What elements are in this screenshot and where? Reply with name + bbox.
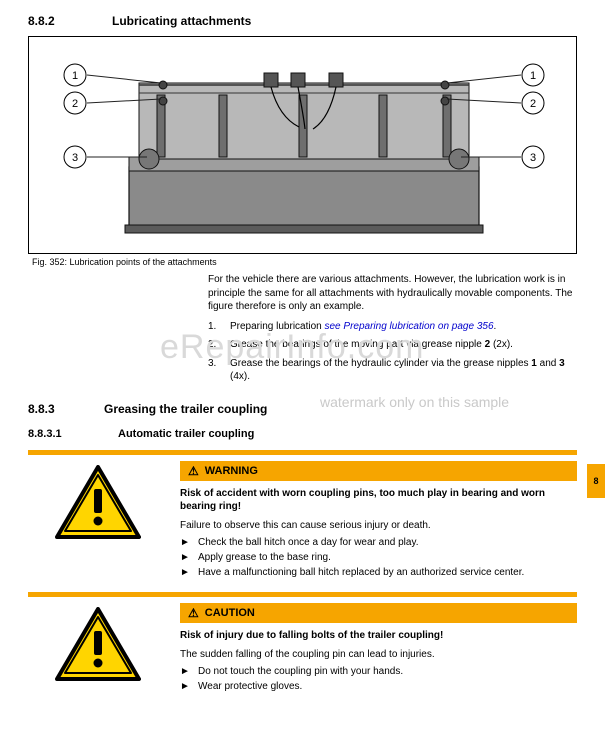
callout-right-1: 1 — [530, 70, 536, 82]
step-num: 2. — [208, 338, 220, 352]
attachment-illustration: 1 2 3 1 2 3 — [29, 37, 577, 254]
caution-block: ⚠ CAUTION Risk of injury due to falling … — [28, 592, 577, 696]
callout-left-3: 3 — [72, 152, 78, 164]
warning-block: ⚠ WARNING Risk of accident with worn cou… — [28, 450, 577, 583]
step-3: 3. Grease the bearings of the hydraulic … — [208, 357, 577, 384]
warning-label: WARNING — [205, 465, 258, 477]
section-heading-883: 8.8.3 Greasing the trailer coupling — [28, 402, 577, 416]
warning-triangle-icon — [28, 461, 168, 541]
list-item: ►Do not touch the coupling pin with your… — [180, 666, 577, 677]
divider-bar — [28, 592, 577, 597]
section-number: 8.8.3 — [28, 402, 74, 416]
warning-body: ⚠ WARNING Risk of accident with worn cou… — [180, 461, 577, 583]
caution-header: ⚠ CAUTION — [180, 603, 577, 623]
section-number: 8.8.3.1 — [28, 428, 88, 440]
list-item: ►Have a malfunctioning ball hitch replac… — [180, 567, 577, 578]
list-item: ►Wear protective gloves. — [180, 681, 577, 692]
figure-352: 1 2 3 1 2 3 — [28, 36, 577, 254]
procedure-list: 1. Preparing lubrication see Preparing l… — [208, 320, 577, 384]
section-title: Lubricating attachments — [112, 14, 251, 28]
arrow-icon: ► — [180, 537, 190, 548]
callout-right-2: 2 — [530, 98, 536, 110]
step-text: Grease the bearings of the hydraulic cyl… — [230, 357, 577, 384]
section-title: Automatic trailer coupling — [118, 428, 254, 440]
section-title: Greasing the trailer coupling — [104, 402, 267, 416]
callout-left-2: 2 — [72, 98, 78, 110]
step-text: Grease the bearings of the moving part v… — [230, 338, 513, 352]
warning-line1: Failure to observe this can cause seriou… — [180, 519, 577, 533]
arrow-icon: ► — [180, 567, 190, 578]
list-item: ►Check the ball hitch once a day for wea… — [180, 537, 577, 548]
step-2: 2. Grease the bearings of the moving par… — [208, 338, 577, 352]
warning-symbol-icon: ⚠ — [188, 464, 199, 478]
step-num: 3. — [208, 357, 220, 384]
arrow-icon: ► — [180, 552, 190, 563]
side-tab: 8 — [587, 464, 605, 498]
intro-paragraph: For the vehicle there are various attach… — [208, 273, 577, 314]
arrow-icon: ► — [180, 666, 190, 677]
list-item: ►Apply grease to the base ring. — [180, 552, 577, 563]
section-heading-8831: 8.8.3.1 Automatic trailer coupling — [28, 428, 577, 440]
callout-left-1: 1 — [72, 70, 78, 82]
arrow-icon: ► — [180, 681, 190, 692]
divider-bar — [28, 450, 577, 455]
caution-body: ⚠ CAUTION Risk of injury due to falling … — [180, 603, 577, 696]
link-preparing-lubrication[interactable]: see Preparing lubrication on page 356 — [325, 321, 494, 332]
caution-list: ►Do not touch the coupling pin with your… — [180, 666, 577, 692]
warning-list: ►Check the ball hitch once a day for wea… — [180, 537, 577, 578]
callout-right-3: 3 — [530, 152, 536, 164]
body-text-col: For the vehicle there are various attach… — [208, 273, 577, 384]
section-number: 8.8.2 — [28, 14, 74, 28]
warning-header: ⚠ WARNING — [180, 461, 577, 481]
step-1: 1. Preparing lubrication see Preparing l… — [208, 320, 577, 334]
step-num: 1. — [208, 320, 220, 334]
caution-headline: Risk of injury due to falling bolts of t… — [180, 629, 577, 643]
caution-triangle-icon — [28, 603, 168, 683]
caution-symbol-icon: ⚠ — [188, 606, 199, 620]
figure-caption: Fig. 352: Lubrication points of the atta… — [28, 254, 577, 267]
caution-line1: The sudden falling of the coupling pin c… — [180, 648, 577, 662]
caution-label: CAUTION — [205, 607, 255, 619]
section-heading-882: 8.8.2 Lubricating attachments — [28, 14, 577, 28]
step-text: Preparing lubrication see Preparing lubr… — [230, 320, 496, 334]
warning-headline: Risk of accident with worn coupling pins… — [180, 487, 577, 514]
